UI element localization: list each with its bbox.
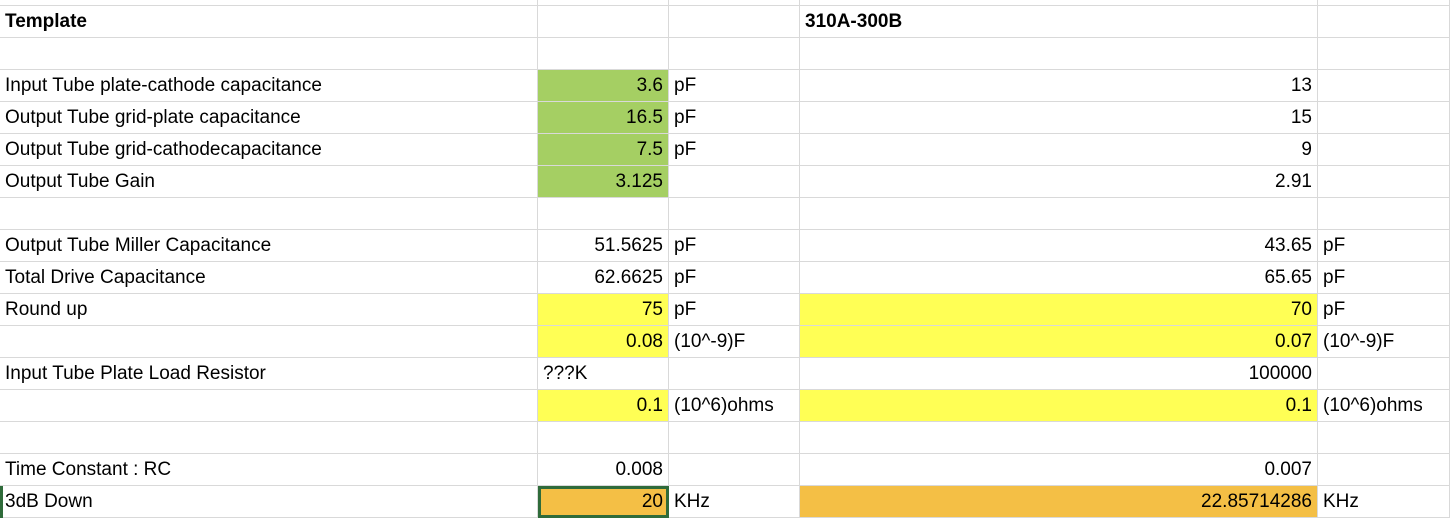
grid-cell (538, 38, 669, 70)
row-label: Total Drive Capacitance (0, 262, 538, 294)
unit-cell: (10^6)ohms (1318, 390, 1450, 422)
value-cell: 22.85714286 (800, 486, 1318, 518)
unit-cell: pF (669, 134, 800, 166)
unit-cell: pF (669, 294, 800, 326)
grid-cell (0, 390, 538, 422)
value-cell: 100000 (800, 358, 1318, 390)
value-cell: 3.125 (538, 166, 669, 198)
value-cell: 75 (538, 294, 669, 326)
row-label: Round up (0, 294, 538, 326)
value-cell: 0.1 (800, 390, 1318, 422)
grid-cell (1318, 422, 1450, 454)
grid-cell (1318, 70, 1450, 102)
grid-cell (0, 0, 538, 6)
value-cell: 43.65 (800, 230, 1318, 262)
grid-cell (669, 198, 800, 230)
unit-cell: pF (669, 262, 800, 294)
value-cell: 3.6 (538, 70, 669, 102)
grid-cell (538, 422, 669, 454)
grid-cell (669, 0, 800, 6)
grid-cell (669, 422, 800, 454)
unit-cell: 310A-300B (800, 6, 1318, 38)
row-label: Output Tube grid-plate capacitance (0, 102, 538, 134)
value-cell: 62.6625 (538, 262, 669, 294)
grid-cell (1318, 38, 1450, 70)
row-label: Input Tube plate-cathode capacitance (0, 70, 538, 102)
unit-cell: pF (669, 230, 800, 262)
value-cell: 0.008 (538, 454, 669, 486)
value-cell: 0.08 (538, 326, 669, 358)
grid-cell (1318, 454, 1450, 486)
grid-cell (1318, 166, 1450, 198)
grid-cell (800, 38, 1318, 70)
grid-cell (538, 198, 669, 230)
value-cell: 13 (800, 70, 1318, 102)
grid-cell (669, 166, 800, 198)
value-cell: 0.007 (800, 454, 1318, 486)
row-label: Template (0, 6, 538, 38)
grid-cell (1318, 102, 1450, 134)
grid-cell (669, 454, 800, 486)
grid-cell (1318, 6, 1450, 38)
unit-cell: (10^6)ohms (669, 390, 800, 422)
value-cell: 7.5 (538, 134, 669, 166)
unit-cell: (10^-9)F (1318, 326, 1450, 358)
grid-cell (669, 38, 800, 70)
unit-cell: KHz (1318, 486, 1450, 518)
unit-cell: pF (1318, 230, 1450, 262)
grid-cell (0, 38, 538, 70)
unit-cell: pF (1318, 294, 1450, 326)
grid-cell (669, 6, 800, 38)
value-cell: 70 (800, 294, 1318, 326)
grid-cell (1318, 358, 1450, 390)
value-cell: 16.5 (538, 102, 669, 134)
grid-cell (800, 198, 1318, 230)
grid-cell (800, 422, 1318, 454)
unit-cell: KHz (669, 486, 800, 518)
value-cell: 0.1 (538, 390, 669, 422)
row-label: Output Tube Miller Capacitance (0, 230, 538, 262)
value-cell: 65.65 (800, 262, 1318, 294)
row-label: Input Tube Plate Load Resistor (0, 358, 538, 390)
unit-cell: pF (669, 102, 800, 134)
selected-row-marker (0, 486, 3, 518)
value-cell: 51.5625 (538, 230, 669, 262)
row-label: 3dB Down (0, 486, 538, 518)
unit-cell: pF (669, 70, 800, 102)
grid-cell (538, 0, 669, 6)
grid-cell (538, 6, 669, 38)
value-cell: 2.91 (800, 166, 1318, 198)
grid-cell (0, 422, 538, 454)
grid-cell (800, 0, 1318, 6)
unit-cell: ???K (538, 358, 669, 390)
value-cell: 20 (538, 486, 669, 518)
grid-cell (1318, 134, 1450, 166)
row-label: Output Tube grid-cathodecapacitance (0, 134, 538, 166)
value-cell: 15 (800, 102, 1318, 134)
grid-cell (0, 198, 538, 230)
unit-cell: (10^-9)F (669, 326, 800, 358)
unit-cell: pF (1318, 262, 1450, 294)
row-label: Time Constant : RC (0, 454, 538, 486)
grid-cell (1318, 198, 1450, 230)
row-label: Output Tube Gain (0, 166, 538, 198)
grid-cell (669, 358, 800, 390)
grid-cell (0, 326, 538, 358)
value-cell: 0.07 (800, 326, 1318, 358)
value-cell: 9 (800, 134, 1318, 166)
